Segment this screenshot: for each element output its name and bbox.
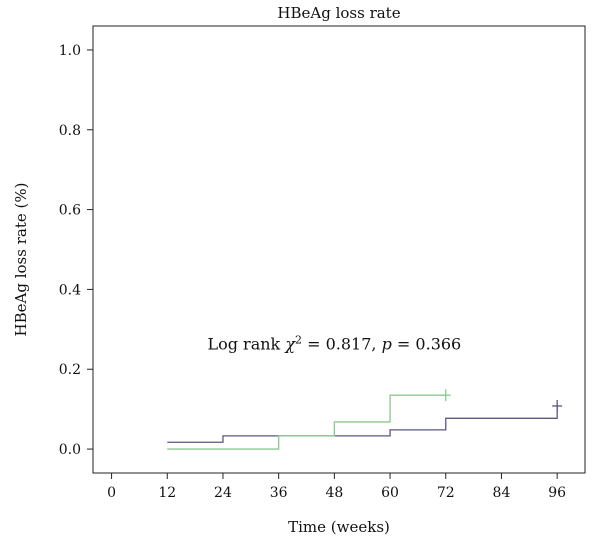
y-tick-label: 0.2	[59, 362, 81, 378]
annotation-chi: χ	[284, 334, 296, 353]
x-tick-label: 60	[381, 485, 399, 501]
annotation-prefix: Log rank	[207, 334, 285, 353]
censor-mark	[552, 399, 563, 412]
y-tick-label: 1.0	[59, 43, 81, 59]
x-tick-label: 24	[214, 485, 232, 501]
x-tick-label: 48	[325, 485, 343, 501]
y-tick-label: 0.6	[59, 203, 81, 219]
series-line-1	[167, 405, 558, 443]
x-tick-label: 84	[493, 485, 511, 501]
plot-frame	[92, 25, 586, 474]
y-axis: 0.0 0.2 0.4 0.6 0.8 1.0	[59, 43, 93, 458]
annotation-sup: 2	[295, 333, 302, 346]
x-tick-label: 36	[270, 485, 288, 501]
x-tick-label: 96	[548, 485, 566, 501]
y-axis-title: HBeAg loss rate (%)	[12, 183, 30, 337]
x-tick-label: 12	[158, 485, 176, 501]
log-rank-annotation: Log rank χ2 = 0.817, p = 0.366	[207, 333, 461, 354]
x-tick-label: 0	[107, 485, 116, 501]
x-tick-label: 72	[437, 485, 455, 501]
y-tick-label: 0.4	[59, 282, 81, 298]
annotation-mid: = 0.817,	[302, 334, 382, 353]
series-layer	[167, 389, 563, 450]
censor-mark	[440, 389, 451, 402]
y-tick-label: 0.8	[59, 123, 81, 139]
y-tick-label: 0.0	[59, 442, 81, 458]
series-line-2	[167, 394, 446, 450]
x-axis: 0 12 24 36 48 60 72 84 96	[107, 473, 566, 501]
chart-title: HBeAg loss rate	[277, 4, 400, 22]
annotation-suffix: = 0.366	[392, 334, 461, 353]
annotation-p: p	[382, 334, 392, 353]
x-axis-title: Time (weeks)	[288, 518, 390, 536]
